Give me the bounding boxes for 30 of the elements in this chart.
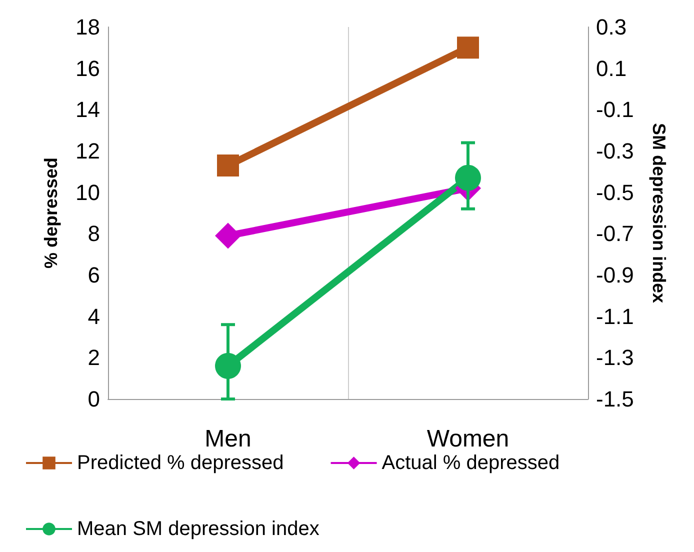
point xyxy=(217,154,239,176)
y2-tick-label: -0.5 xyxy=(596,180,634,205)
y2-tick-label: -1.5 xyxy=(596,386,634,412)
point xyxy=(457,36,479,59)
y2-tick-label: -0.1 xyxy=(596,97,634,122)
y2-axis-title: SM depression index xyxy=(649,122,669,304)
y-tick-label: 16 xyxy=(76,56,100,81)
y-tick-label: 8 xyxy=(88,221,100,246)
y-axis-title: % depressed xyxy=(41,157,61,269)
y-tick-label: 18 xyxy=(76,14,100,40)
legend-label: Mean SM depression index xyxy=(77,518,320,540)
point xyxy=(215,222,241,249)
y-tick-label: 6 xyxy=(88,262,100,288)
y2-tick-label: -0.9 xyxy=(596,262,634,288)
x-tick-label: Women xyxy=(426,426,510,452)
y-tick-label: 14 xyxy=(76,97,100,122)
y2-tick-label: -0.3 xyxy=(596,138,634,164)
y-tick-label: 4 xyxy=(88,304,100,329)
y-tick-label: 10 xyxy=(76,180,100,205)
y-tick-label: 0 xyxy=(88,386,100,412)
y2-tick-label: 0.3 xyxy=(596,14,627,40)
y2-tick-label: -1.3 xyxy=(596,345,634,370)
y2-tick-label: 0.1 xyxy=(596,56,627,81)
x-tick-label: Men xyxy=(204,426,252,452)
legend-label: Predicted % depressed xyxy=(77,452,284,474)
legend-label: Actual % depressed xyxy=(382,452,560,474)
y2-tick-label: -0.7 xyxy=(596,221,634,246)
y-tick-label: 12 xyxy=(76,138,100,164)
y-tick-label: 2 xyxy=(88,345,100,370)
y2-tick-label: -1.1 xyxy=(596,304,634,329)
